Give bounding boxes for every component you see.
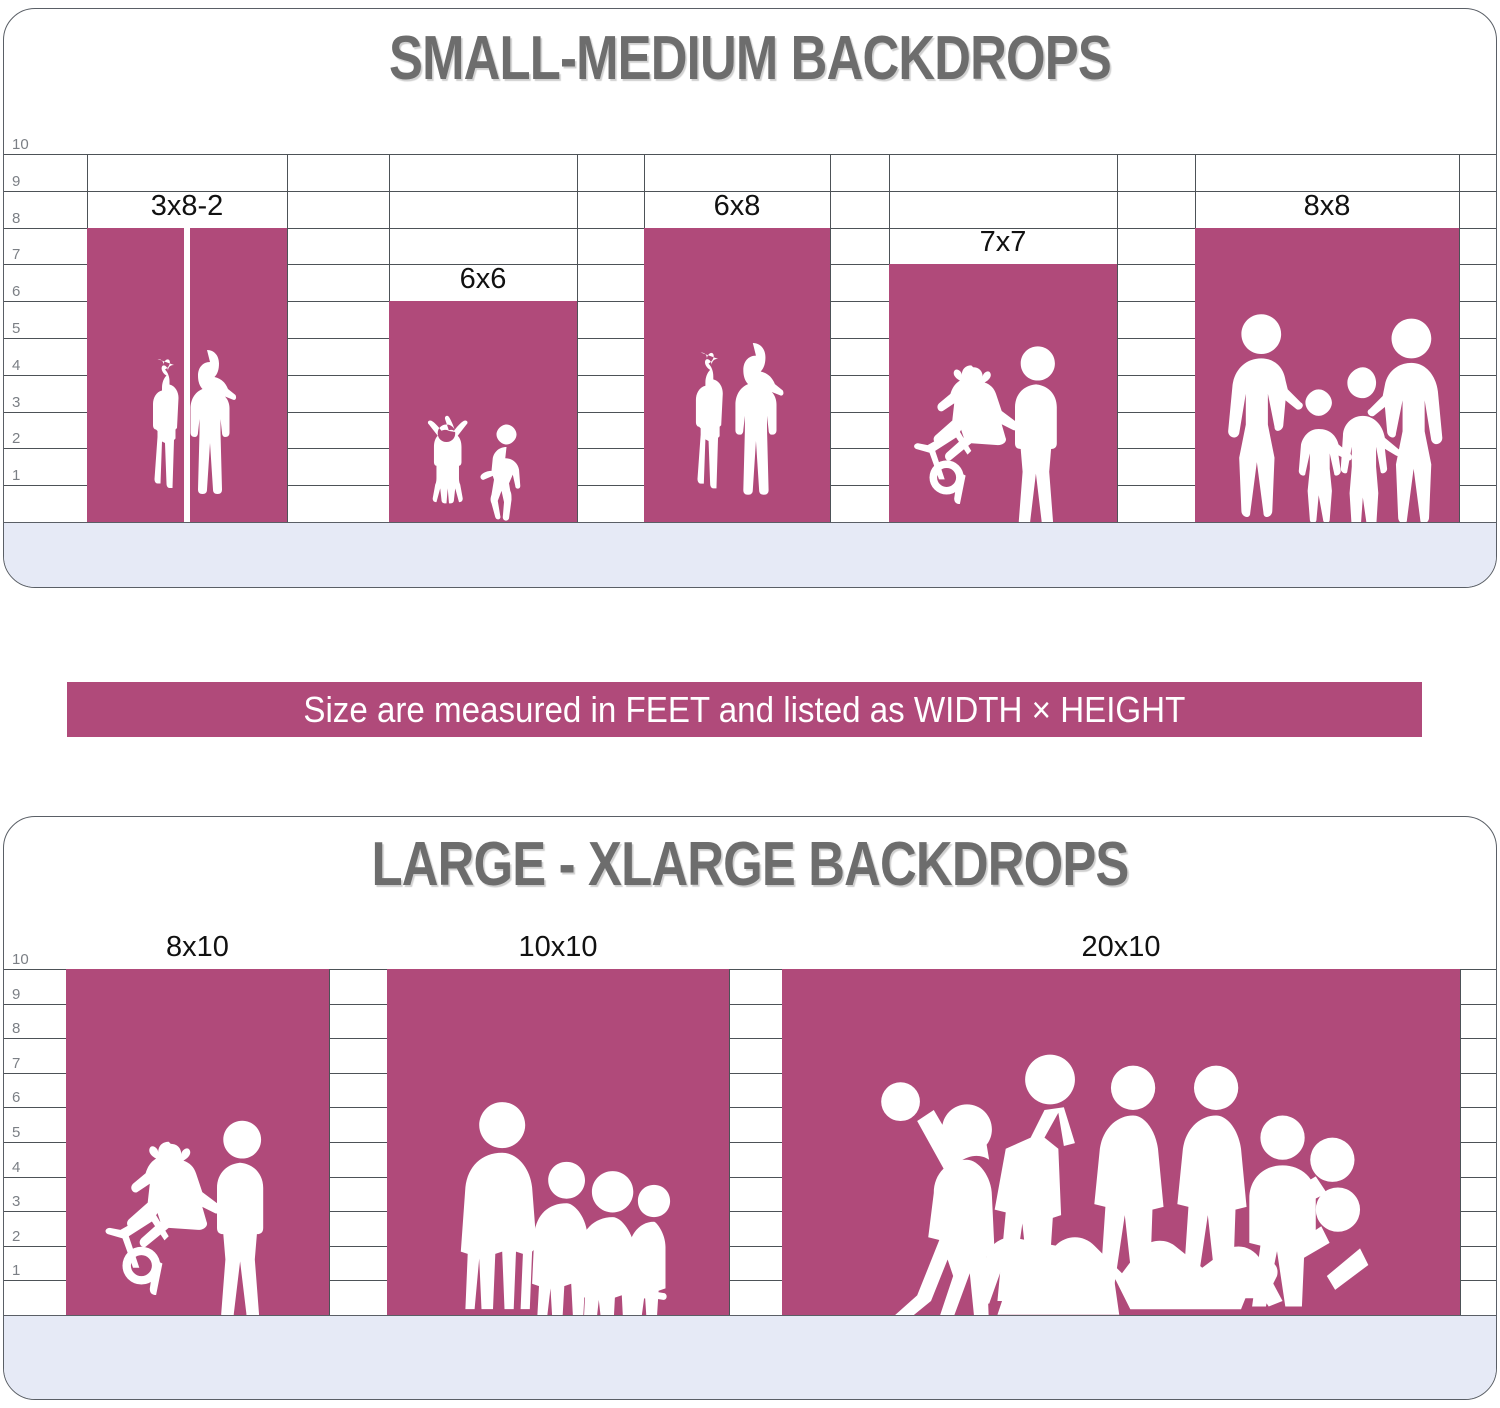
bar-label-10x10: 10x10: [518, 931, 598, 963]
scale-label-4: 4: [12, 1158, 21, 1176]
people-silhouette-3x8-2: [117, 316, 267, 522]
people-silhouette-8x8: [1205, 301, 1450, 522]
ruler-tick-column: [729, 969, 730, 1315]
ruler-tick-column: [1459, 154, 1460, 522]
gridline-10: [4, 154, 1496, 155]
scale-label-2: 2: [12, 430, 21, 448]
bar-label-7x7: 7x7: [979, 226, 1027, 259]
scale-label-3: 3: [12, 393, 21, 411]
bar-label-6x8: 6x8: [713, 189, 761, 222]
scale-label-6: 6: [12, 1089, 21, 1107]
people-silhouette-6x8: [658, 309, 816, 522]
gridline-7: [4, 1072, 1496, 1074]
ruler-tick-column: [329, 969, 330, 1315]
backdrop-bar-8x10[interactable]: [66, 969, 329, 1315]
scale-label-1: 1: [12, 467, 21, 485]
scale-label-9: 9: [12, 985, 21, 1003]
scale-label-5: 5: [12, 1124, 21, 1141]
ruler-tick-column: [830, 154, 831, 522]
backdrop-bar-7x7[interactable]: [889, 264, 1117, 522]
people-silhouette-20x10: [832, 1038, 1412, 1315]
bar-label-8x10: 8x10: [166, 931, 229, 963]
gridline-4: [4, 1176, 1496, 1178]
scale-label-10: 10: [12, 951, 29, 968]
scale-label-7: 7: [12, 246, 21, 264]
people-silhouette-10x10: [447, 1073, 677, 1315]
gridline-3: [4, 1211, 1496, 1213]
bar-label-6x6: 6x6: [459, 263, 507, 296]
page-title-large-xlarge: LARGE - XLARGE BACKDROPS: [371, 830, 1129, 899]
large-xlarge-panel: LARGE - XLARGE BACKDROPS 10 9 8 7 6 5 4 3 2 1 8x1…: [3, 816, 1497, 1400]
floor-bottom: [4, 1315, 1496, 1399]
gridline-6: [4, 1107, 1496, 1109]
gridline-9: [4, 190, 1496, 192]
bar-label-3x8-2: 3x8-2: [150, 189, 224, 222]
backdrop-bar-6x8[interactable]: [644, 227, 830, 522]
floor-top: [4, 522, 1496, 587]
gridline-5: [4, 1142, 1496, 1143]
scale-label-7: 7: [12, 1054, 21, 1072]
scale-label-2: 2: [12, 1227, 21, 1245]
bar-label-8x8: 8x8: [1303, 189, 1351, 222]
scale-label-5: 5: [12, 320, 21, 337]
large-xlarge-chart: 10 9 8 7 6 5 4 3 2 1 8x10 10x10 20x10: [4, 931, 1496, 1315]
scale-label-8: 8: [12, 209, 21, 227]
bar-label-20x10: 20x10: [1081, 931, 1161, 963]
ruler-tick-column: [577, 154, 578, 522]
gridline-10: [4, 969, 1496, 970]
gridline-8: [4, 1038, 1496, 1040]
scale-label-1: 1: [12, 1262, 21, 1280]
people-silhouette-7x7: [901, 323, 1091, 522]
ruler-tick-column: [1117, 154, 1118, 522]
scale-label-10: 10: [12, 136, 29, 153]
gridline-2: [4, 1245, 1496, 1247]
ruler-tick-column: [1460, 969, 1461, 1315]
size-note-text: Size are measured in FEET and listed as …: [303, 688, 1186, 730]
backdrop-bar-6x6[interactable]: [389, 301, 577, 522]
scale-label-3: 3: [12, 1193, 21, 1211]
ruler-tick-column: [287, 154, 288, 522]
people-silhouette-8x10: [91, 1094, 301, 1315]
page-title-small-medium: SMALL-MEDIUM BACKDROPS: [389, 24, 1112, 93]
size-note-banner: Size are measured in FEET and listed as …: [67, 682, 1422, 737]
scale-label-6: 6: [12, 283, 21, 301]
backdrop-panel-divider: [184, 227, 190, 522]
scale-label-4: 4: [12, 356, 21, 374]
scale-label-8: 8: [12, 1020, 21, 1038]
gridline-1: [4, 1280, 1496, 1282]
small-medium-chart: 10 9 8 7 6 5 4 3 2 1 3x8-2 6x6 6x8 7x7 8x8: [4, 137, 1496, 522]
small-medium-panel: SMALL-MEDIUM BACKDROPS 10 9 8 7 6 5 4 3 2 1 3x8-2…: [3, 8, 1497, 588]
gridline-9: [4, 1003, 1496, 1005]
scale-label-9: 9: [12, 172, 21, 190]
people-silhouette-6x6: [409, 397, 559, 522]
